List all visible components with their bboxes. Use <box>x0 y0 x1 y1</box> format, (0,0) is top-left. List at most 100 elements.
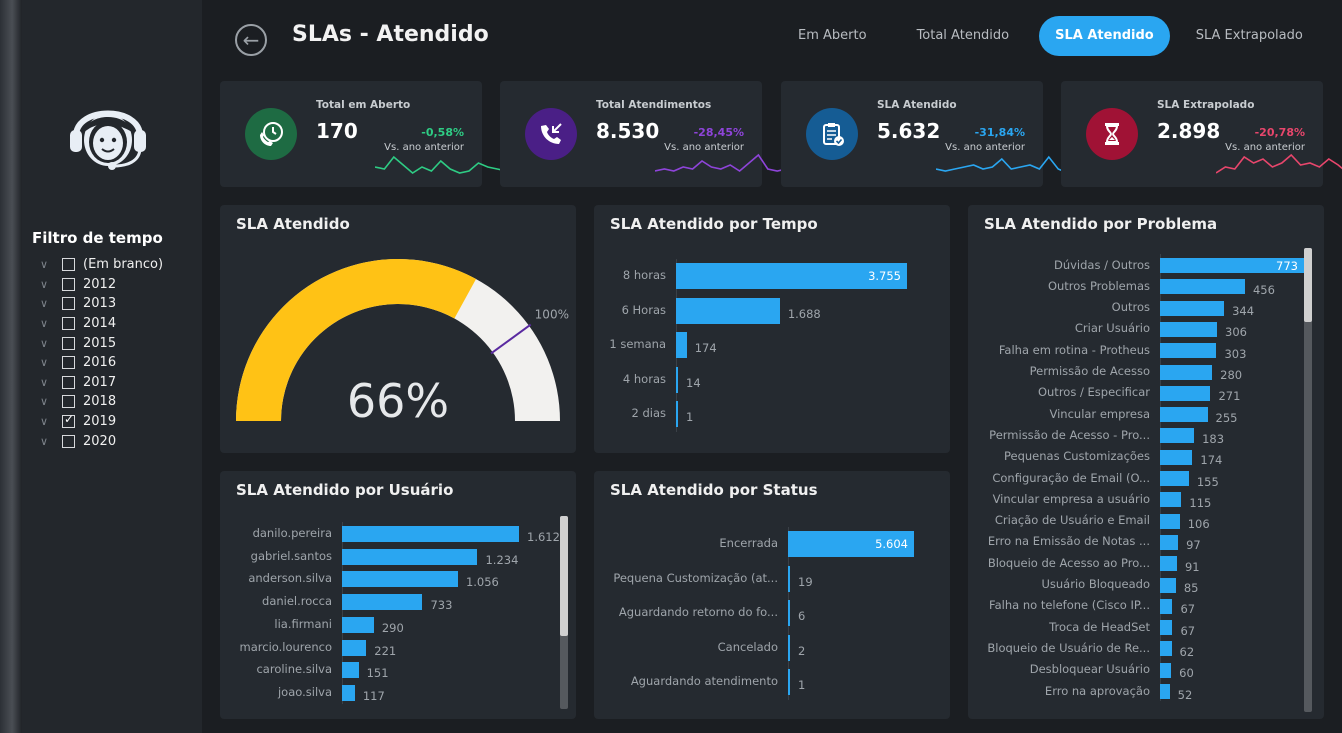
data-label: 303 <box>1224 346 1247 361</box>
chart-tempo-card: SLA Atendido por Tempo 8 horas 3.755 6 Hor… <box>594 205 950 453</box>
bar[interactable] <box>788 531 914 557</box>
scrollbar-thumb[interactable] <box>1304 248 1312 322</box>
bar[interactable] <box>676 332 687 359</box>
category-label: Erro na aprovação <box>1044 683 1150 698</box>
filter-item[interactable]: ∨ 2017 <box>40 373 163 393</box>
bar[interactable] <box>1160 279 1245 295</box>
category-label: Encerrada <box>719 536 778 550</box>
kpi-label: Total em Aberto <box>316 99 411 111</box>
filter-checkbox[interactable] <box>62 297 75 311</box>
filter-item[interactable]: ∨ 2013 <box>40 294 163 314</box>
category-label: Bloqueio de Acesso ao Pro... <box>987 555 1150 570</box>
category-label: Criação de Usuário e Email <box>994 513 1150 528</box>
kpi-delta: -31,84% <box>974 126 1025 139</box>
bar[interactable] <box>676 297 780 324</box>
chevron-down-icon[interactable]: ∨ <box>40 317 49 331</box>
bar[interactable] <box>676 366 678 393</box>
filter-item[interactable]: ∨ 2019 <box>40 412 163 432</box>
filter-item[interactable]: ∨ 2014 <box>40 314 163 334</box>
filter-item[interactable]: ∨ 2020 <box>40 431 163 451</box>
category-label: caroline.silva <box>256 662 332 677</box>
bar[interactable] <box>342 548 478 565</box>
bar[interactable] <box>342 684 355 701</box>
bar[interactable] <box>1160 428 1195 444</box>
chevron-down-icon[interactable]: ∨ <box>40 297 49 311</box>
chevron-down-icon[interactable]: ∨ <box>40 356 49 370</box>
bar[interactable] <box>1160 364 1213 380</box>
sidebar: Filtro de tempo ∨ (Em branco) ∨ 2012 ∨ 2013 ∨ 2… <box>22 0 202 733</box>
bar[interactable] <box>342 662 359 679</box>
data-label: 60 <box>1179 666 1194 681</box>
bar[interactable] <box>788 669 790 696</box>
bar[interactable] <box>1160 258 1304 273</box>
scrollbar-problema[interactable] <box>1304 248 1312 712</box>
chevron-down-icon[interactable]: ∨ <box>40 434 49 448</box>
filter-item[interactable]: ∨ (Em branco) <box>40 255 163 275</box>
filter-checkbox[interactable] <box>62 317 75 331</box>
filter-label: 2020 <box>83 433 117 449</box>
bar[interactable] <box>788 565 790 592</box>
bar[interactable] <box>1160 577 1176 593</box>
chevron-down-icon[interactable]: ∨ <box>40 258 49 272</box>
chevron-down-icon[interactable]: ∨ <box>40 395 49 409</box>
filter-checkbox[interactable] <box>62 395 75 409</box>
bar[interactable] <box>676 263 907 289</box>
category-label: Cancelado <box>717 639 778 654</box>
filter-checkbox[interactable] <box>62 356 75 370</box>
tab-sla-atendido[interactable]: SLA Atendido <box>1039 16 1170 56</box>
bar[interactable] <box>342 616 374 633</box>
bar[interactable] <box>342 571 458 588</box>
chevron-down-icon[interactable]: ∨ <box>40 415 49 429</box>
bar[interactable] <box>1160 471 1189 486</box>
filter-item[interactable]: ∨ 2018 <box>40 392 163 412</box>
filter-item[interactable]: ∨ 2012 <box>40 275 163 295</box>
chevron-down-icon[interactable]: ∨ <box>40 375 49 389</box>
filter-checkbox[interactable] <box>62 375 75 389</box>
tab-em-aberto[interactable]: Em Aberto <box>798 28 867 43</box>
kpi-subtitle: Vs. ano anterior <box>664 142 744 153</box>
bar[interactable] <box>788 634 790 661</box>
bar[interactable] <box>1160 343 1217 359</box>
bar[interactable] <box>1160 598 1173 614</box>
filter-checkbox[interactable] <box>62 336 75 350</box>
filter-checkbox[interactable] <box>62 434 75 448</box>
bar[interactable] <box>1160 620 1173 636</box>
bar[interactable] <box>1160 407 1208 423</box>
bar[interactable] <box>1160 492 1182 508</box>
bar[interactable] <box>676 401 678 428</box>
scrollbar-thumb[interactable] <box>560 516 568 636</box>
filter-checkbox[interactable] <box>62 258 75 272</box>
arrow-left-icon: ← <box>242 28 260 52</box>
back-button[interactable]: ← <box>235 24 267 56</box>
bar[interactable] <box>1160 321 1217 337</box>
bar[interactable] <box>1160 300 1225 316</box>
bar[interactable] <box>342 639 367 656</box>
chevron-down-icon[interactable]: ∨ <box>40 277 49 291</box>
bar[interactable] <box>1160 385 1211 401</box>
bar[interactable] <box>788 600 790 627</box>
category-label: Troca de HeadSet <box>1049 619 1150 634</box>
filter-checkbox[interactable] <box>62 412 75 429</box>
category-label: Bloqueio de Usuário de Re... <box>987 640 1150 655</box>
incoming-call-icon <box>525 108 577 160</box>
filter-item[interactable]: ∨ 2016 <box>40 353 163 373</box>
data-label: 255 <box>1215 410 1238 425</box>
bar[interactable] <box>1160 534 1179 550</box>
bar[interactable] <box>1160 684 1170 699</box>
bar[interactable] <box>1160 641 1172 657</box>
data-label: 1.612 <box>527 530 560 544</box>
chevron-down-icon[interactable]: ∨ <box>40 336 49 350</box>
bar[interactable] <box>1160 449 1193 465</box>
filter-checkbox[interactable] <box>62 277 75 291</box>
scrollbar-usuario[interactable] <box>560 516 568 709</box>
data-label: 115 <box>1189 495 1212 510</box>
tab-total-atendido[interactable]: Total Atendido <box>916 28 1010 43</box>
bar[interactable] <box>1160 662 1172 678</box>
bar[interactable] <box>342 594 423 611</box>
bar[interactable] <box>1160 556 1177 572</box>
bar[interactable] <box>1160 513 1180 529</box>
filter-item[interactable]: ∨ 2015 <box>40 333 163 353</box>
tab-sla-extrapolado[interactable]: SLA Extrapolado <box>1195 28 1303 43</box>
kpi-value: 170 <box>316 119 358 143</box>
bar[interactable] <box>342 526 519 542</box>
